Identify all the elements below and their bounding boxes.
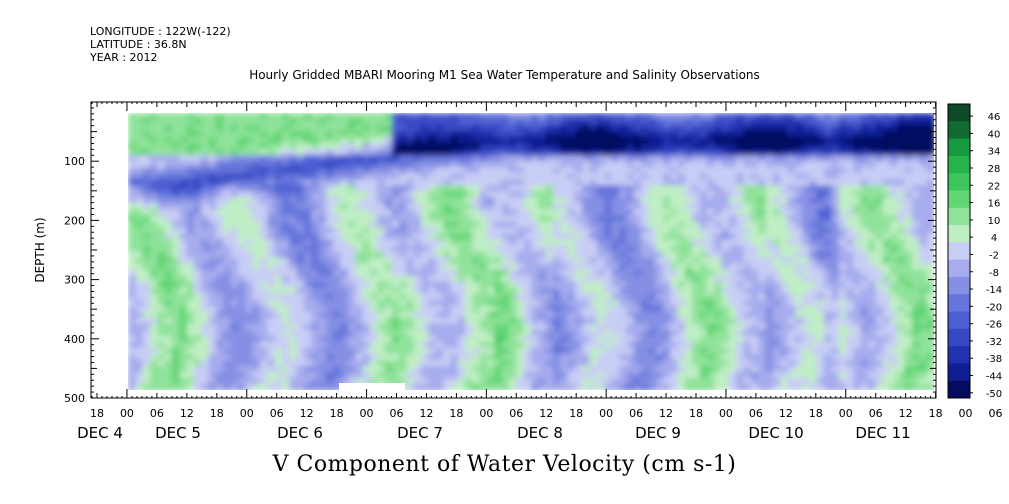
colorbar-label: -26 (986, 320, 1002, 331)
colorbar-swatch (948, 173, 970, 191)
colorbar-swatch (948, 207, 970, 226)
colorbar-swatch (948, 346, 970, 364)
colorbar-swatch (948, 104, 970, 122)
y-axis-label: DEPTH (m) (33, 217, 47, 282)
heatmap-field (128, 113, 934, 390)
y-tick-label: 400 (64, 333, 85, 346)
x-tick-label: 00 (959, 407, 973, 420)
colorbar-swatch (948, 225, 970, 243)
y-tick-label: 100 (64, 155, 85, 168)
colorbar-label: 46 (988, 112, 1001, 123)
x-day-label: DEC 8 (517, 424, 563, 442)
colorbar-swatch (948, 380, 970, 399)
colorbar: 46 40 34 28 22 16 10 4 -2 -8 -14 -20 -26 -32 -38 -44 -50 (947, 103, 1002, 400)
colorbar-swatch (948, 155, 970, 174)
colorbar-swatch (948, 363, 970, 382)
x-tick-label: 12 (419, 407, 433, 420)
x-day-label: DEC 5 (155, 424, 201, 442)
x-tick-label: 00 (120, 407, 134, 420)
colorbar-swatch (948, 138, 970, 157)
colorbar-label: 22 (988, 181, 1001, 192)
x-day-label: DEC 11 (855, 424, 910, 442)
x-tick-label: 06 (150, 407, 164, 420)
colorbar-swatch (948, 311, 970, 330)
x-day-label: DEC 10 (748, 424, 803, 442)
colorbar-swatch (948, 294, 970, 312)
colorbar-label: 34 (988, 147, 1001, 158)
x-tick-label: 00 (719, 407, 733, 420)
missing-data-gap (339, 383, 405, 391)
x-day-label: DEC 7 (397, 424, 443, 442)
x-tick-label: 18 (689, 407, 703, 420)
x-axis: 18 00 06 12 18 00 06 12 18 00 06 12 18 00 06 12 18 00 06 12… (77, 102, 1003, 442)
colorbar-label: -14 (986, 285, 1002, 296)
x-axis-label: V Component of Water Velocity (cm s-1) (272, 452, 737, 477)
colorbar-swatch (948, 276, 970, 295)
colorbar-label: -2 (989, 250, 999, 261)
colorbar-label: -44 (986, 372, 1002, 383)
y-tick-label: 500 (64, 392, 85, 405)
x-tick-label: 12 (539, 407, 553, 420)
colorbar-label: 4 (991, 233, 997, 244)
x-tick-label: 18 (569, 407, 583, 420)
x-tick-label: 06 (629, 407, 643, 420)
colorbar-swatch (948, 121, 970, 139)
y-tick-label: 300 (64, 274, 85, 287)
x-tick-label: 06 (270, 407, 284, 420)
colorbar-label: -32 (986, 337, 1002, 348)
x-tick-label: 06 (749, 407, 763, 420)
x-tick-label: 00 (240, 407, 254, 420)
x-tick-label: 18 (809, 407, 823, 420)
x-tick-label: 12 (779, 407, 793, 420)
x-day-label: DEC 4 (77, 424, 123, 442)
colorbar-label: -8 (989, 268, 999, 279)
x-day-label: DEC 6 (277, 424, 323, 442)
colorbar-swatch (948, 328, 970, 347)
x-tick-label: 06 (509, 407, 523, 420)
x-tick-label: 12 (659, 407, 673, 420)
x-tick-label: 18 (330, 407, 344, 420)
x-tick-label: 06 (989, 407, 1003, 420)
chart-title: Hourly Gridded MBARI Mooring M1 Sea Wate… (249, 68, 760, 82)
colorbar-label: 40 (988, 129, 1001, 140)
x-tick-label: 00 (599, 407, 613, 420)
colorbar-label: -50 (986, 389, 1002, 400)
colorbar-label: -38 (986, 354, 1002, 365)
colorbar-label: -20 (986, 302, 1002, 313)
x-tick-label: 06 (869, 407, 883, 420)
x-tick-label: 18 (90, 407, 104, 420)
year-label: YEAR : 2012 (90, 51, 158, 64)
x-tick-label: 00 (360, 407, 374, 420)
x-tick-label: 12 (300, 407, 314, 420)
colorbar-label: 16 (988, 199, 1001, 210)
x-tick-label: 00 (839, 407, 853, 420)
x-tick-label: 12 (180, 407, 194, 420)
x-tick-label: 18 (210, 407, 224, 420)
x-tick-label: 18 (449, 407, 463, 420)
longitude-label: LONGITUDE : 122W(-122) (90, 25, 231, 38)
colorbar-label: 10 (988, 216, 1001, 227)
colorbar-swatch (948, 259, 970, 278)
x-tick-label: 06 (390, 407, 404, 420)
colorbar-swatch (948, 190, 970, 209)
x-tick-label: 12 (899, 407, 913, 420)
latitude-label: LATITUDE : 36.8N (90, 38, 187, 51)
colorbar-label: 28 (988, 164, 1001, 175)
x-tick-label: 18 (929, 407, 943, 420)
colorbar-swatch (948, 242, 970, 261)
y-axis: 100 200 300 400 500 (64, 101, 936, 405)
y-tick-label: 200 (64, 214, 85, 227)
x-day-label: DEC 9 (635, 424, 681, 442)
x-tick-label: 00 (479, 407, 493, 420)
